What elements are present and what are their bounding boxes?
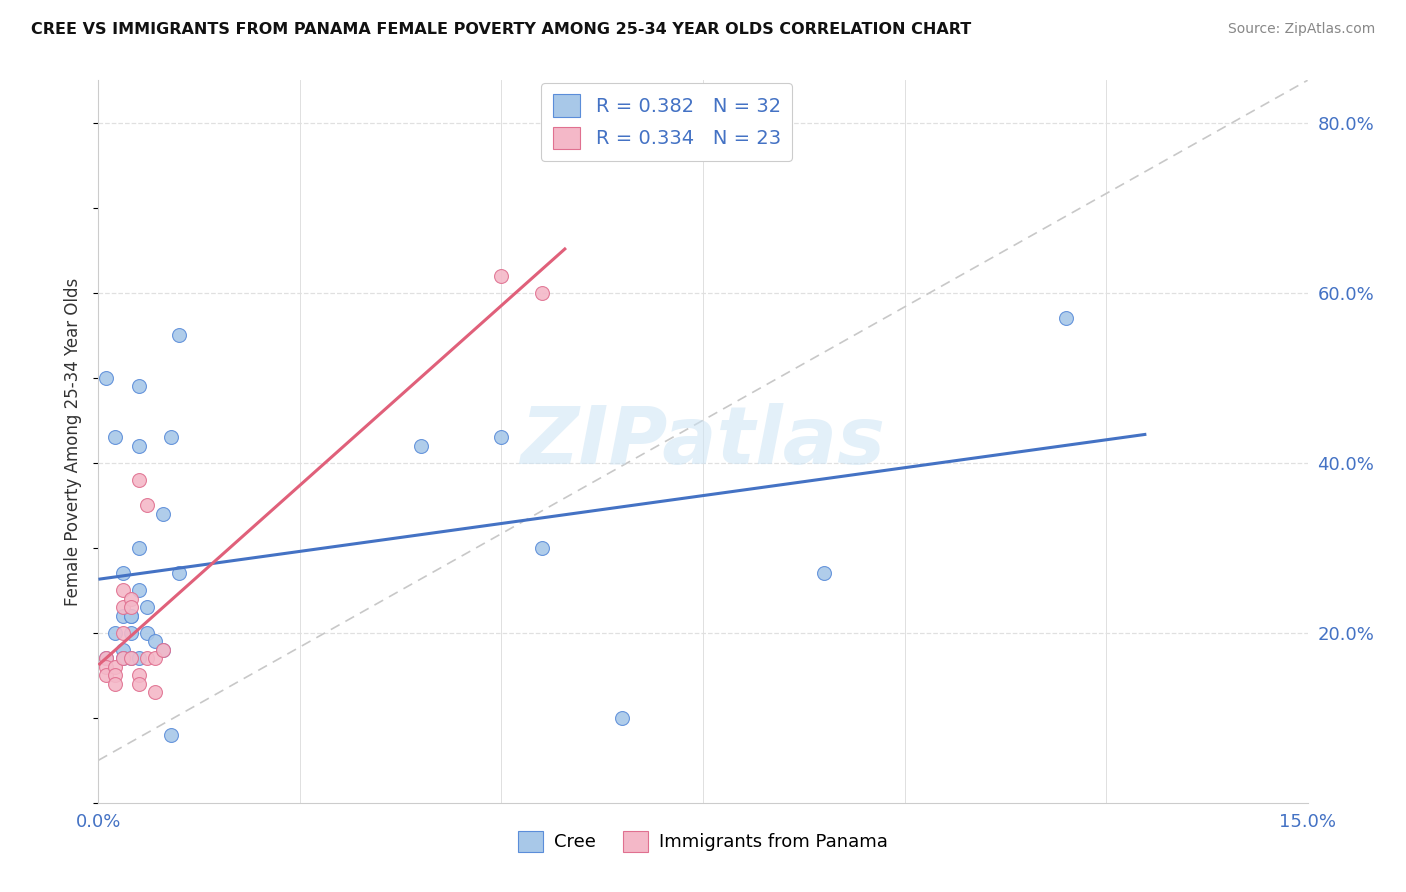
Point: [128, 439, 150, 453]
Point: [167, 328, 190, 343]
Point: [152, 642, 174, 657]
Point: [120, 651, 142, 665]
Point: [128, 583, 150, 598]
Point: [111, 566, 134, 581]
Point: [96, 371, 118, 385]
Point: [128, 668, 150, 682]
Point: [152, 642, 174, 657]
Point: [143, 634, 166, 648]
Point: [96, 668, 118, 682]
Point: [111, 651, 134, 665]
Point: [491, 268, 513, 283]
Point: [103, 677, 125, 691]
Text: Source: ZipAtlas.com: Source: ZipAtlas.com: [1227, 22, 1375, 37]
Point: [128, 379, 150, 393]
Point: [128, 677, 150, 691]
Point: [143, 651, 166, 665]
Point: [135, 625, 157, 640]
Point: [120, 625, 142, 640]
Point: [120, 608, 142, 623]
Point: [813, 566, 835, 581]
Point: [135, 600, 157, 615]
Point: [111, 651, 134, 665]
Point: [1054, 311, 1077, 326]
Point: [111, 600, 134, 615]
Point: [120, 651, 142, 665]
Point: [491, 430, 513, 444]
Point: [103, 430, 125, 444]
Point: [143, 685, 166, 699]
Point: [103, 668, 125, 682]
Point: [530, 285, 553, 300]
Point: [120, 591, 142, 606]
Y-axis label: Female Poverty Among 25-34 Year Olds: Female Poverty Among 25-34 Year Olds: [65, 277, 83, 606]
Point: [120, 600, 142, 615]
Point: [111, 583, 134, 598]
Legend: Cree, Immigrants from Panama: Cree, Immigrants from Panama: [510, 823, 896, 859]
Point: [409, 439, 432, 453]
Point: [135, 498, 157, 512]
Point: [128, 473, 150, 487]
Point: [612, 711, 634, 725]
Point: [160, 728, 183, 742]
Text: ZIPatlas: ZIPatlas: [520, 402, 886, 481]
Point: [111, 608, 134, 623]
Point: [111, 625, 134, 640]
Point: [103, 625, 125, 640]
Point: [111, 642, 134, 657]
Point: [135, 651, 157, 665]
Point: [120, 608, 142, 623]
Point: [152, 507, 174, 521]
Point: [160, 430, 183, 444]
Text: CREE VS IMMIGRANTS FROM PANAMA FEMALE POVERTY AMONG 25-34 YEAR OLDS CORRELATION : CREE VS IMMIGRANTS FROM PANAMA FEMALE PO…: [31, 22, 972, 37]
Point: [96, 651, 118, 665]
Point: [96, 660, 118, 674]
Point: [167, 566, 190, 581]
Point: [128, 651, 150, 665]
Point: [530, 541, 553, 555]
Point: [96, 651, 118, 665]
Point: [103, 660, 125, 674]
Point: [128, 541, 150, 555]
